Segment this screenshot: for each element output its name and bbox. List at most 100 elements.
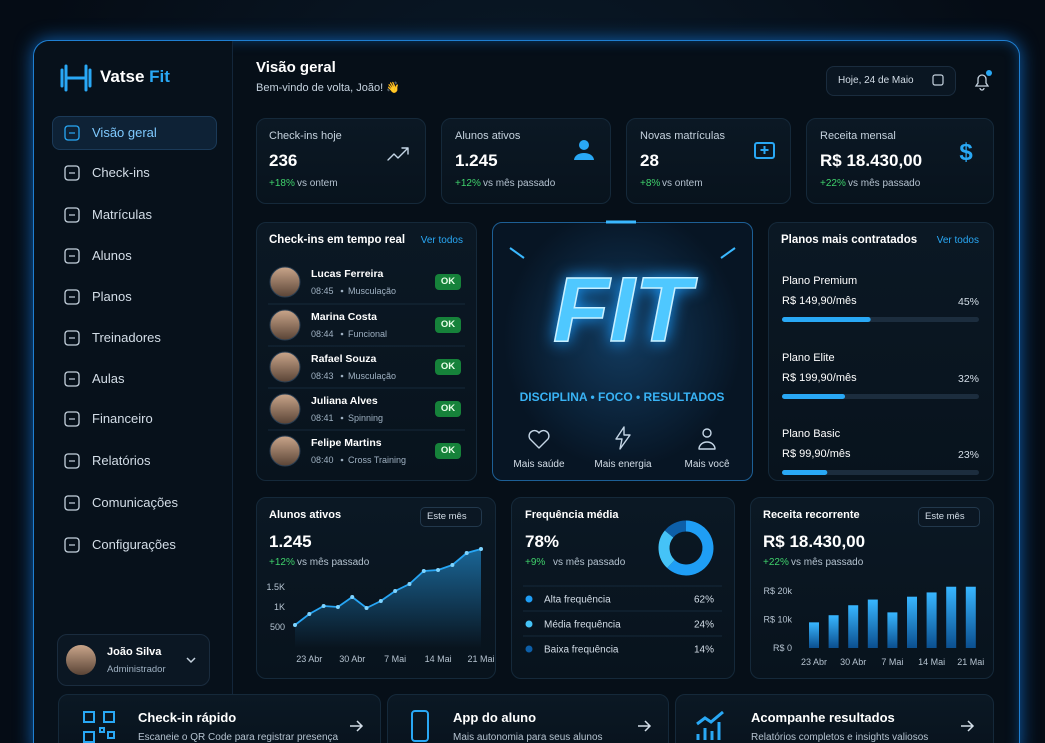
plans-panel — [768, 222, 994, 481]
action-card — [675, 694, 994, 743]
status-badge: OK — [435, 401, 461, 417]
banner-panel — [492, 222, 753, 481]
action-description: Escaneie o QR Code para registrar presen… — [138, 732, 339, 743]
nav-item[interactable]: Relatórios — [92, 453, 151, 469]
kpi-label: Novas matrículas — [640, 130, 725, 143]
plan-price: R$ 99,90/mês — [782, 448, 851, 461]
chart-title: Frequência média — [525, 509, 619, 522]
chart-delta: +22% — [763, 557, 789, 568]
user-role: Administrador — [107, 664, 166, 676]
filter-label: Este mês — [925, 511, 965, 523]
kpi-compare: vs mês passado — [848, 178, 921, 189]
plan-percent: 23% — [957, 448, 979, 461]
date: Hoje, 24 de Maio — [838, 75, 914, 86]
checkin-activity: Funcional — [348, 328, 388, 339]
checkin-name: Rafael Souza — [311, 352, 377, 365]
chart-delta: +9% — [525, 557, 546, 568]
plan-price: R$ 199,90/mês — [782, 372, 857, 385]
checkin-name: Juliana Alves — [311, 394, 378, 407]
checkin-time: 08:45 — [311, 285, 334, 296]
chart-value: 1.245 — [269, 531, 312, 551]
checkin-name: Lucas Ferreira — [311, 267, 384, 280]
chart-compare: vs mês passado — [553, 557, 626, 568]
kpi-label: Check-ins hoje — [269, 130, 342, 143]
action-title[interactable]: Acompanhe resultados — [751, 710, 895, 726]
status-badge: OK — [435, 443, 461, 459]
kpi-compare: vs ontem — [297, 178, 338, 189]
action-card — [387, 694, 669, 743]
nav-item[interactable]: Configurações — [92, 537, 176, 553]
chart-value: 78% — [525, 531, 560, 551]
action-title[interactable]: App do aluno — [453, 710, 537, 726]
brand-accent: Fit — [149, 67, 170, 86]
chart-title: Receita recorrente — [763, 509, 860, 522]
kpi-card — [256, 118, 426, 204]
page-subtitle: Bem-vindo de volta, João! 👋 — [256, 82, 400, 95]
status-badge: OK — [435, 317, 461, 333]
checkin-activity: Musculação — [348, 285, 397, 296]
kpi-card — [441, 118, 611, 204]
nav-item[interactable]: Alunos — [92, 248, 132, 264]
kpi-value: R$ 18.430,00 — [820, 150, 923, 170]
nav-item[interactable]: Planos — [92, 289, 132, 305]
plan-percent: 45% — [957, 295, 979, 308]
chart-delta: +12% — [269, 557, 295, 568]
kpi-delta: +12% — [455, 178, 481, 189]
nav-item[interactable]: Check-ins — [92, 165, 150, 181]
nav-item[interactable]: Comunicações — [92, 495, 178, 511]
panel-link[interactable]: Ver todos — [420, 235, 463, 246]
kpi-card — [626, 118, 791, 204]
frequency-panel — [511, 497, 735, 679]
plan-price: R$ 149,90/mês — [782, 295, 857, 308]
kpi-delta: +22% — [820, 178, 846, 189]
page-title: Visão geral — [256, 59, 336, 76]
brand-name: Vatse — [100, 67, 145, 86]
nav-item[interactable]: Matrículas — [92, 207, 152, 223]
sidebar — [34, 41, 233, 743]
chart-compare: vs mês passado — [791, 557, 864, 568]
nav-item[interactable]: Treinadores — [92, 330, 161, 346]
action-description: Relatórios completos e insights valiosos — [751, 732, 929, 743]
checkin-activity: Spinning — [348, 412, 384, 423]
chart-title: Alunos ativos — [269, 509, 342, 522]
panel-title: Planos mais contratados — [781, 234, 918, 247]
checkin-name: Felipe Martins — [311, 436, 382, 449]
plan-name: Plano Basic — [782, 428, 841, 441]
brand: Vatse Fit — [100, 67, 170, 87]
action-description: Mais autonomia para seus alunos — [453, 732, 603, 743]
panel-title: Check-ins em tempo real — [269, 234, 406, 247]
kpi-value: 1.245 — [455, 150, 498, 170]
filter-label: Este mês — [427, 511, 467, 523]
nav-item[interactable]: Visão geral — [92, 125, 157, 141]
nav-item[interactable]: Aulas — [92, 371, 125, 387]
filter[interactable] — [420, 507, 482, 527]
checkin-time: 08:41 — [311, 412, 334, 423]
kpi-value: 236 — [269, 150, 298, 170]
kpi-delta: +18% — [269, 178, 295, 189]
kpi-delta: +8% — [640, 178, 661, 189]
kpi-compare: vs ontem — [662, 178, 703, 189]
kpi-label: Receita mensal — [820, 130, 896, 143]
checkin-name: Marina Costa — [311, 310, 377, 323]
plan-name: Plano Elite — [782, 352, 835, 365]
status-badge: OK — [435, 274, 461, 290]
panel-link[interactable]: Ver todos — [936, 235, 979, 246]
kpi-label: Alunos ativos — [455, 130, 521, 143]
kpi-value: 28 — [640, 150, 659, 170]
nav-item[interactable]: Financeiro — [92, 411, 153, 427]
checkin-time: 08:43 — [311, 370, 334, 381]
status-badge: OK — [435, 359, 461, 375]
chart-compare: vs mês passado — [297, 557, 370, 568]
checkin-time: 08:44 — [311, 328, 334, 339]
plan-percent: 32% — [957, 372, 979, 385]
action-title[interactable]: Check-in rápido — [138, 710, 237, 726]
user-name: João Silva — [107, 646, 162, 659]
checkin-activity: Cross Training — [348, 454, 407, 465]
filter[interactable] — [918, 507, 980, 527]
kpi-card — [806, 118, 994, 204]
kpi-compare: vs mês passado — [483, 178, 556, 189]
user-card[interactable] — [57, 634, 210, 686]
checkin-time: 08:40 — [311, 454, 334, 465]
chart-value: R$ 18.430,00 — [763, 531, 866, 551]
